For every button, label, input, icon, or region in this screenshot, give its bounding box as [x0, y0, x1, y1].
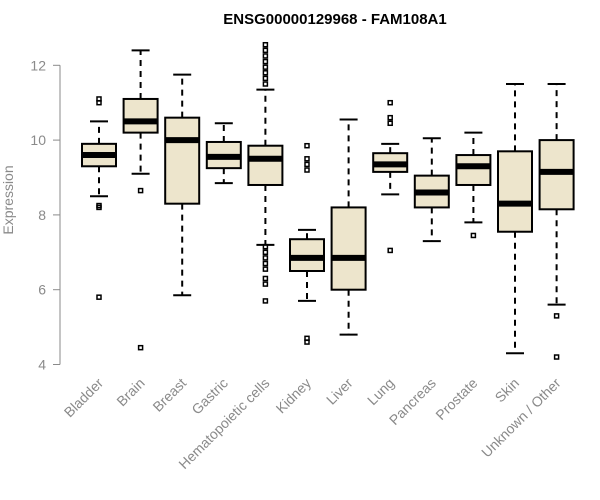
box-group-unknown-other: [538, 83, 575, 360]
outlier-point: [96, 294, 102, 300]
y-tick-label: 8: [38, 207, 46, 223]
outlier-point: [262, 260, 269, 267]
y-axis: 4 6 8 10 12: [30, 57, 61, 373]
box-group-bladder: [81, 96, 117, 300]
iqr-box: [497, 150, 533, 233]
y-tick-label: 4: [38, 357, 46, 373]
outlier-point: [262, 70, 269, 76]
y-axis-label: Expression: [0, 165, 16, 234]
iqr-box: [330, 206, 367, 291]
box-group-lung: [372, 99, 409, 254]
outlier-point: [262, 249, 269, 256]
box-group-prostate: [455, 131, 492, 239]
outlier-point: [262, 255, 269, 261]
outlier-point: [262, 281, 269, 287]
outlier-point: [262, 41, 269, 48]
box-group-pancreas: [413, 137, 450, 243]
outlier-point: [262, 58, 269, 65]
box-group-gastric: [205, 122, 242, 185]
outlier-point: [137, 344, 144, 351]
iqr-box: [247, 144, 284, 186]
y-tick-label: 12: [30, 57, 46, 73]
outlier-point: [137, 187, 144, 194]
outlier-point: [96, 204, 102, 211]
box-group-liver: [330, 118, 367, 336]
iqr-box: [122, 97, 159, 134]
outlier-point: [262, 75, 269, 82]
outlier-point: [304, 161, 310, 168]
outlier-point: [262, 275, 269, 282]
box-group-kidney: [289, 142, 325, 345]
outlier-point: [304, 142, 310, 149]
y-tick-label: 10: [30, 132, 46, 148]
x-tick-label: Brain: [113, 375, 147, 409]
outlier-point: [262, 243, 269, 250]
outlier-point: [304, 167, 310, 173]
x-tick-label: Skin: [492, 375, 523, 406]
outlier-point: [387, 120, 393, 127]
y-tick-label: 6: [38, 282, 46, 298]
outlier-point: [262, 47, 269, 54]
box-group-brain: [122, 49, 159, 351]
outlier-point: [262, 81, 269, 87]
box-group-breast: [164, 73, 201, 297]
outlier-point: [387, 114, 393, 121]
outlier-point: [262, 53, 269, 59]
x-tick-label: Breast: [149, 375, 189, 415]
box-group-hematopoietic-cells: [247, 41, 284, 304]
box-group-skin: [497, 83, 533, 355]
outlier-point: [470, 232, 477, 239]
outlier-point: [553, 313, 560, 319]
x-tick-label: Unknown / Other: [478, 375, 564, 461]
x-tick-label: Bladder: [61, 375, 107, 421]
outlier-point: [304, 339, 310, 345]
outlier-point: [262, 298, 269, 304]
boxes: [81, 41, 575, 360]
chart-title: ENSG00000129968 - FAM108A1: [223, 11, 446, 28]
x-tick-label: Liver: [323, 375, 356, 408]
iqr-box: [455, 154, 492, 186]
outlier-point: [304, 156, 310, 162]
outlier-point: [387, 247, 393, 254]
x-tick-label: Kidney: [273, 375, 315, 417]
iqr-box: [164, 116, 201, 205]
outlier-point: [96, 99, 102, 106]
outlier-point: [262, 64, 269, 70]
outlier-point: [387, 99, 393, 106]
x-tick-label: Lung: [364, 375, 397, 408]
x-tick-label: Prostate: [432, 375, 480, 423]
outlier-point: [553, 354, 560, 360]
outlier-point: [262, 266, 269, 272]
